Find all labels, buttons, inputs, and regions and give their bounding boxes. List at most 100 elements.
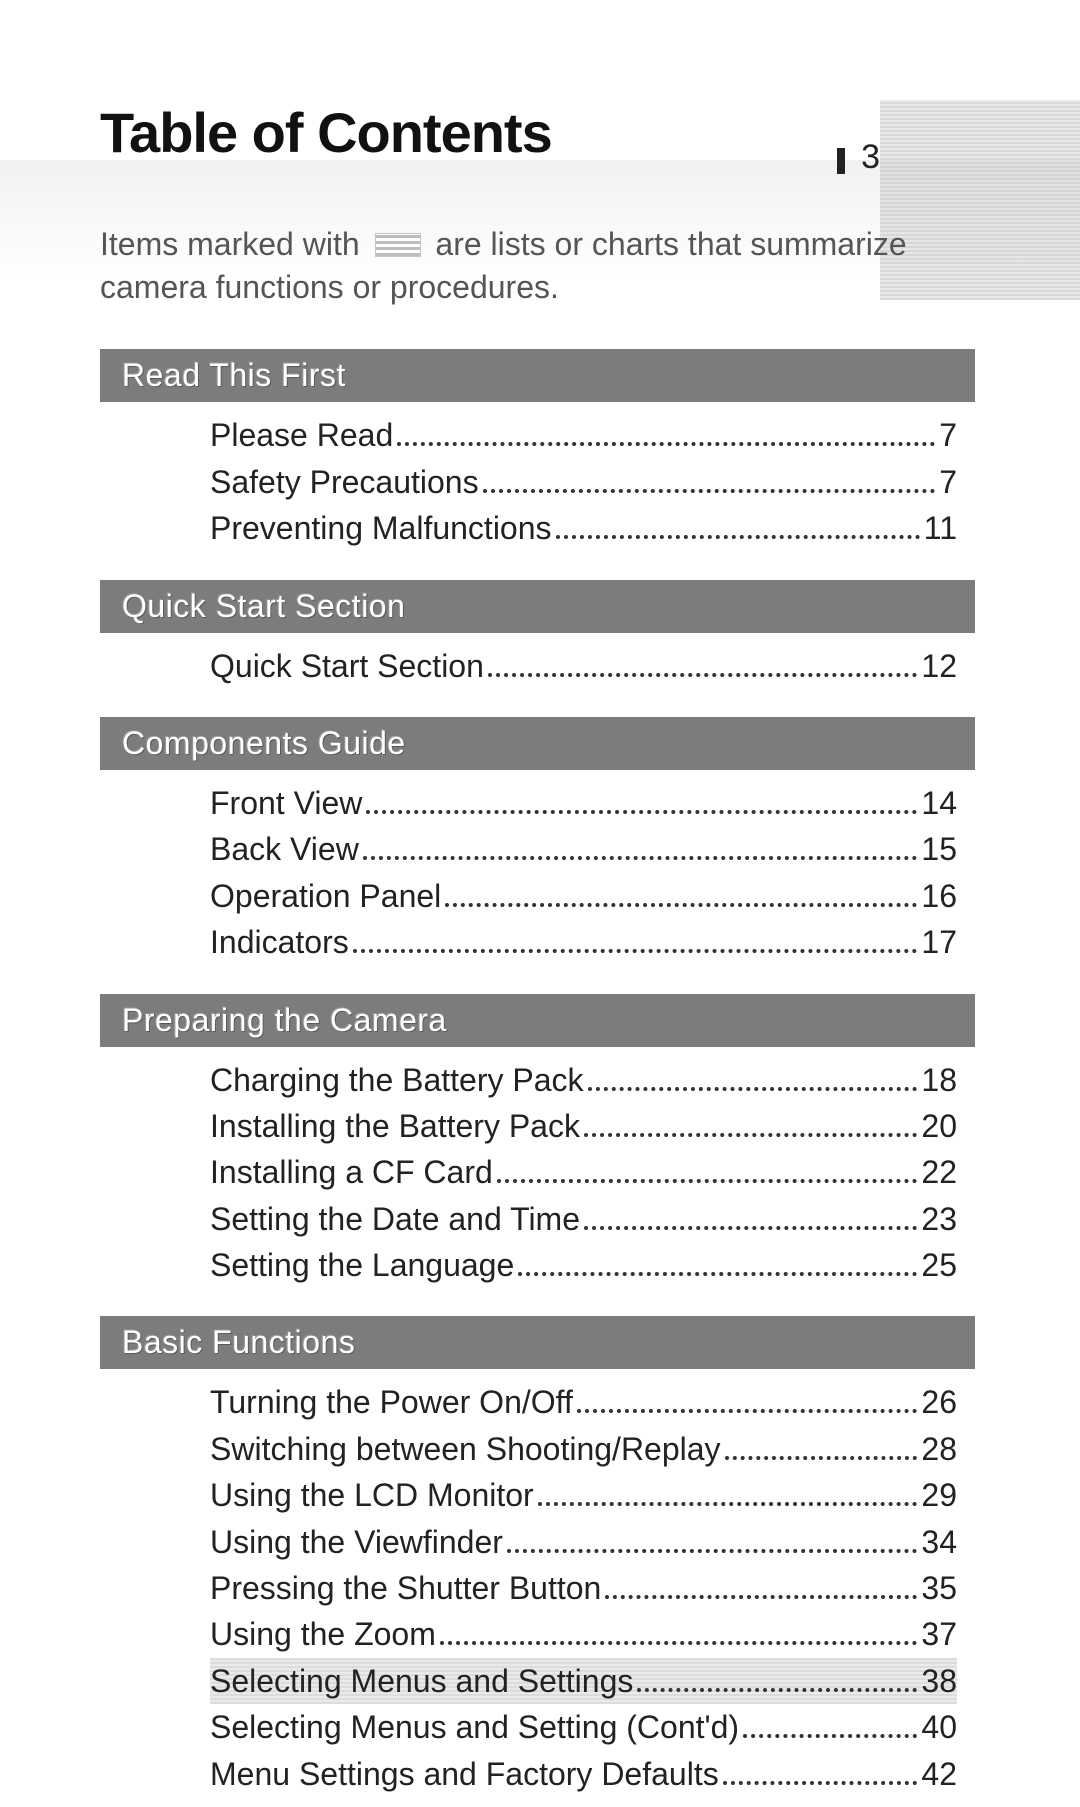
- toc-row[interactable]: Charging the Battery Pack18: [210, 1057, 957, 1103]
- toc-entry-page: 22: [921, 1149, 957, 1195]
- toc-entry-page: 7: [939, 459, 957, 505]
- toc-row[interactable]: Selecting Menus and Setting (Cont'd) 40: [210, 1704, 957, 1750]
- toc-entry-page: 40: [921, 1704, 957, 1750]
- toc-row[interactable]: Selecting Menus and Settings 38: [210, 1658, 957, 1704]
- chart-icon: [375, 233, 421, 257]
- section-heading: Read This First: [100, 349, 975, 402]
- toc-entry-label: Front View: [210, 780, 362, 826]
- toc-entry-page: 25: [921, 1242, 957, 1288]
- toc-entry-label: Switching between Shooting/Replay: [210, 1426, 721, 1472]
- toc-entry-label: Quick Start Section: [210, 643, 484, 689]
- toc-entry-page: 17: [921, 919, 957, 965]
- toc-entry-page: 11: [924, 505, 957, 551]
- toc-row[interactable]: Please Read 7: [210, 412, 957, 458]
- toc-list: Please Read7Safety Precautions7Preventin…: [100, 402, 975, 561]
- toc-entry-label: Setting the Date and Time: [210, 1196, 580, 1242]
- toc-row[interactable]: Using the LCD Monitor 29: [210, 1472, 957, 1518]
- toc-row[interactable]: Operation Panel 16: [210, 873, 957, 919]
- toc-leader-dots: [483, 467, 936, 493]
- toc-entry-page: 14: [921, 780, 957, 826]
- toc-entry-label: Selecting Menus and Setting (Cont'd): [210, 1704, 739, 1750]
- toc-row[interactable]: Setting the Language 25: [210, 1242, 957, 1288]
- toc-leader-dots: [637, 1666, 917, 1692]
- toc-leader-dots: [588, 1065, 918, 1091]
- toc-entry-page: 26: [921, 1379, 957, 1425]
- toc-leader-dots: [577, 1388, 918, 1414]
- intro-text-before: Items marked with: [100, 226, 360, 262]
- toc-row[interactable]: Turning the Power On/Off 26: [210, 1379, 957, 1425]
- intro-paragraph: Items marked with are lists or charts th…: [100, 223, 975, 309]
- toc-entry-label: Using the Zoom: [210, 1611, 436, 1657]
- toc-row[interactable]: Menu Settings and Factory Defaults 42: [210, 1751, 957, 1797]
- toc-row[interactable]: Using the Viewfinder 34: [210, 1519, 957, 1565]
- page-marker-icon: [837, 148, 845, 174]
- toc-entry-page: 38: [921, 1658, 957, 1704]
- toc-leader-dots: [518, 1250, 917, 1276]
- toc-leader-dots: [723, 1759, 918, 1785]
- toc-entry-page: 35: [921, 1565, 957, 1611]
- toc-leader-dots: [497, 1158, 918, 1184]
- toc-row[interactable]: Using the Zoom 37: [210, 1611, 957, 1657]
- toc-leader-dots: [397, 421, 935, 447]
- toc-list: Front View 14Back View15Operation Panel 16…: [100, 770, 975, 976]
- toc-leader-dots: [366, 788, 917, 814]
- toc-leader-dots: [363, 835, 918, 861]
- toc-list: Turning the Power On/Off26Switching betw…: [100, 1369, 975, 1807]
- section-heading: Components Guide: [100, 717, 975, 770]
- toc-row[interactable]: Indicators 17: [210, 919, 957, 965]
- toc-entry-label: Charging the Battery Pack: [210, 1057, 584, 1103]
- toc-entry-label: Using the LCD Monitor: [210, 1472, 534, 1518]
- section-heading: Basic Functions: [100, 1316, 975, 1369]
- toc-row[interactable]: Back View15: [210, 826, 957, 872]
- toc-entry-page: 28: [921, 1426, 957, 1472]
- toc-row[interactable]: Safety Precautions 7: [210, 459, 957, 505]
- toc-entry-page: 42: [921, 1751, 957, 1797]
- toc-leader-dots: [538, 1481, 918, 1507]
- toc-entry-page: 7: [939, 412, 957, 458]
- toc-leader-dots: [353, 928, 918, 954]
- page-number: 3: [861, 138, 880, 177]
- toc-entry-label: Using the Viewfinder: [210, 1519, 503, 1565]
- toc-row[interactable]: Switching between Shooting/Replay 28: [210, 1426, 957, 1472]
- section-heading: Preparing the Camera: [100, 994, 975, 1047]
- toc-entry-label: Preventing Malfunctions: [210, 505, 552, 551]
- toc-row[interactable]: Installing a CF Card22: [210, 1149, 957, 1195]
- toc-entry-label: Selecting Menus and Settings: [210, 1658, 633, 1704]
- toc-list: Quick Start Section 12: [100, 633, 975, 699]
- toc-leader-dots: [507, 1527, 918, 1553]
- toc-leader-dots: [584, 1204, 917, 1230]
- toc-list: Charging the Battery Pack18Installing th…: [100, 1047, 975, 1299]
- toc-entry-page: 16: [921, 873, 957, 919]
- toc-entry-page: 34: [921, 1519, 957, 1565]
- toc-entry-label: Indicators: [210, 919, 349, 965]
- toc-entry-label: Back View: [210, 826, 359, 872]
- toc-leader-dots: [605, 1573, 917, 1599]
- toc-entry-label: Turning the Power On/Off: [210, 1379, 573, 1425]
- toc-entry-label: Installing the Battery Pack: [210, 1103, 580, 1149]
- toc-row[interactable]: Preventing Malfunctions 11: [210, 505, 957, 551]
- toc-entry-label: Menu Settings and Factory Defaults: [210, 1751, 719, 1797]
- toc-entry-label: Setting the Language: [210, 1242, 514, 1288]
- toc-leader-dots: [488, 651, 918, 677]
- section-heading: Quick Start Section: [100, 580, 975, 633]
- toc-row[interactable]: Quick Start Section 12: [210, 643, 957, 689]
- toc-entry-label: Pressing the Shutter Button: [210, 1565, 601, 1611]
- toc-row[interactable]: Pressing the Shutter Button 35: [210, 1565, 957, 1611]
- toc-sections: Read This FirstPlease Read7Safety Precau…: [100, 349, 975, 1807]
- toc-leader-dots: [743, 1713, 917, 1739]
- toc-leader-dots: [725, 1434, 918, 1460]
- toc-entry-page: 23: [921, 1196, 957, 1242]
- toc-row[interactable]: Setting the Date and Time 23: [210, 1196, 957, 1242]
- toc-row[interactable]: Installing the Battery Pack 20: [210, 1103, 957, 1149]
- toc-entry-page: 12: [921, 643, 957, 689]
- toc-leader-dots: [445, 881, 917, 907]
- toc-entry-page: 20: [921, 1103, 957, 1149]
- toc-leader-dots: [440, 1620, 918, 1646]
- toc-entry-label: Operation Panel: [210, 873, 441, 919]
- toc-entry-page: 29: [921, 1472, 957, 1518]
- toc-row[interactable]: Front View 14: [210, 780, 957, 826]
- toc-entry-label: Please Read: [210, 412, 393, 458]
- toc-entry-page: 37: [921, 1611, 957, 1657]
- toc-leader-dots: [584, 1111, 917, 1137]
- toc-entry-label: Safety Precautions: [210, 459, 479, 505]
